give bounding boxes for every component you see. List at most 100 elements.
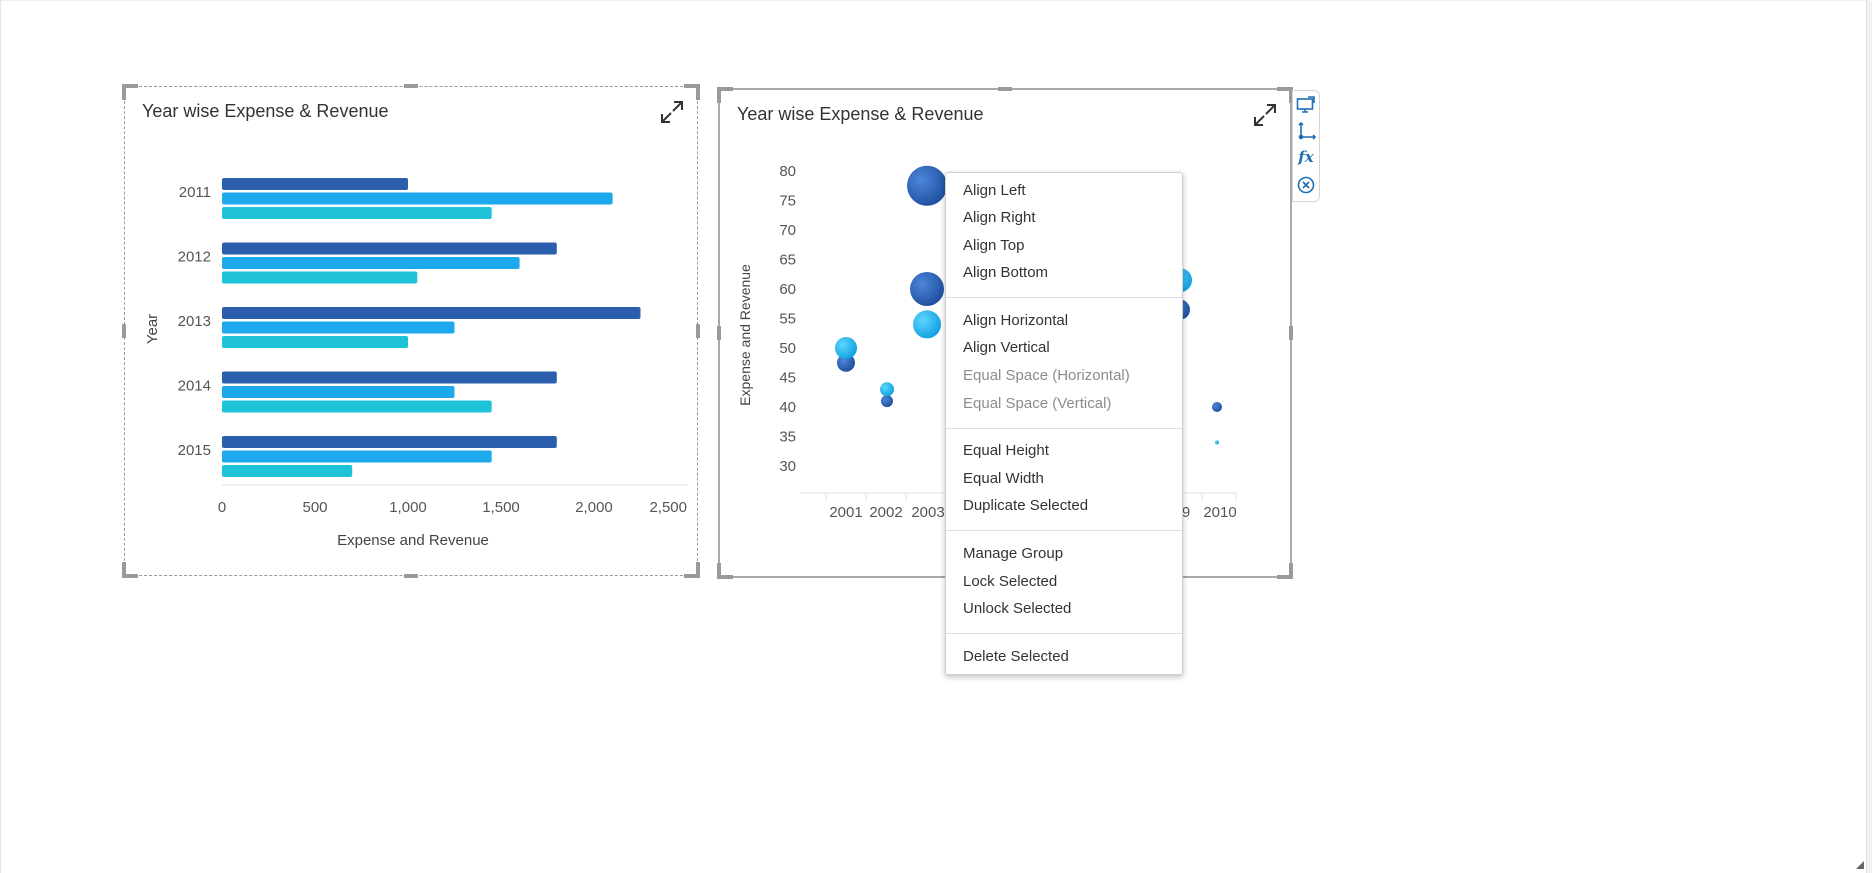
bubble (835, 337, 857, 359)
resize-handle-bottom-right[interactable] (684, 562, 700, 578)
resize-grip-icon[interactable] (1856, 861, 1864, 869)
bubble (1212, 402, 1222, 412)
bar (222, 321, 455, 334)
resize-handle-top[interactable] (998, 87, 1012, 91)
menu-item-align-right[interactable]: Align Right (963, 209, 1036, 226)
menu-item-align-bottom[interactable]: Align Bottom (963, 264, 1049, 281)
bar (222, 271, 418, 284)
y-tick-label: 55 (779, 311, 796, 328)
resize-handle-top-right[interactable] (684, 84, 700, 100)
x-tick-label: 1,000 (389, 499, 427, 516)
x-tick-label: 2,000 (575, 499, 613, 516)
y-tick-label: 45 (779, 370, 796, 387)
vertical-scrollbar[interactable] (1866, 0, 1872, 873)
menu-item-align-left[interactable]: Align Left (963, 182, 1026, 199)
close-circle-icon[interactable] (1296, 175, 1316, 195)
y-tick-label: 2011 (179, 184, 211, 201)
bar-chart: 2011 2012 2013 2014 2015 0 500 1,000 1,500 2,000 2… (144, 178, 687, 549)
bar (222, 192, 613, 205)
menu-item-equal-width[interactable]: Equal Width (963, 470, 1044, 487)
menu-item-unlock-selected[interactable]: Unlock Selected (963, 600, 1072, 617)
x-tick-label: 2001 (829, 504, 862, 521)
menu-separator (946, 633, 1182, 634)
x-tick-label: 1,500 (482, 499, 520, 516)
x-tick-label: 2003 (911, 504, 944, 521)
x-tick-label: 0 (218, 499, 226, 516)
menu-item-equal-height[interactable]: Equal Height (963, 442, 1049, 459)
widget-title: Year wise Expense & Revenue (737, 104, 984, 124)
menu-item-equal-space-horizontal: Equal Space (Horizontal) (963, 367, 1130, 384)
bubble (837, 353, 855, 372)
y-tick-label: 35 (779, 429, 796, 446)
menu-item-lock-selected[interactable]: Lock Selected (963, 573, 1058, 590)
axis-icon[interactable] (1296, 121, 1316, 141)
fx-icon[interactable]: fx (1296, 147, 1316, 167)
y-tick-label: 40 (779, 399, 796, 416)
bubble (881, 395, 893, 408)
x-tick-label: 2,500 (649, 499, 687, 516)
y-tick-label: 30 (779, 458, 796, 475)
bar (222, 257, 520, 269)
menu-separator (946, 428, 1182, 429)
x-tick-label: 500 (302, 499, 327, 516)
widget-toolbar: fx (1292, 90, 1320, 202)
bar-chart-widget[interactable]: Year wise Expense & Revenue 2011 2012 2013… (122, 84, 700, 578)
widget-title: Year wise Expense & Revenue (142, 101, 389, 121)
bar (222, 450, 492, 463)
y-tick-label: 2013 (178, 313, 211, 330)
bar (222, 307, 641, 319)
expand-icon[interactable] (659, 99, 685, 125)
menu-separator (946, 297, 1182, 298)
y-tick-label: 2014 (178, 378, 211, 395)
context-menu: Align Left Align Right Align Top Align B… (945, 172, 1183, 675)
resize-handle-top-right[interactable] (1277, 87, 1293, 103)
resize-handle-bottom-left[interactable] (717, 563, 733, 579)
y-tick-label: 75 (779, 193, 796, 210)
x-axis-title: Expense and Revenue (337, 532, 489, 549)
resize-handle-right[interactable] (1289, 326, 1293, 340)
menu-separator (946, 530, 1182, 531)
resize-handle-left[interactable] (717, 326, 721, 340)
bubble (910, 272, 944, 306)
y-tick-label: 80 (779, 163, 796, 180)
bar (222, 465, 353, 477)
menu-item-align-vertical[interactable]: Align Vertical (963, 339, 1050, 356)
y-axis-title: Year (144, 314, 161, 344)
y-tick-label: 2012 (178, 249, 211, 266)
bar (222, 336, 408, 348)
resize-handle-right[interactable] (696, 324, 700, 338)
y-axis-title: Expense and Revenue (737, 264, 753, 406)
y-tick-label: 65 (779, 252, 796, 269)
y-tick-label: 50 (779, 340, 796, 357)
bar (222, 400, 492, 413)
resize-handle-bottom-left[interactable] (122, 562, 138, 578)
fx-label: fx (1298, 148, 1314, 166)
resize-handle-bottom-right[interactable] (1277, 563, 1293, 579)
bubble (1215, 440, 1219, 445)
bar (222, 242, 557, 255)
resize-handle-top[interactable] (404, 84, 418, 88)
menu-item-align-top[interactable]: Align Top (963, 237, 1025, 254)
x-tick-label: 2002 (869, 504, 902, 521)
bar (222, 178, 408, 190)
resize-handle-left[interactable] (122, 324, 126, 338)
screen-settings-icon[interactable] (1296, 95, 1316, 115)
menu-item-duplicate-selected[interactable]: Duplicate Selected (963, 497, 1089, 514)
x-tick-label: 9 (1182, 504, 1190, 521)
x-tick-label: 2010 (1203, 504, 1236, 521)
resize-handle-top-left[interactable] (122, 84, 138, 100)
bar (222, 371, 557, 384)
resize-handle-top-left[interactable] (717, 87, 733, 103)
bubble (907, 165, 947, 206)
menu-item-equal-space-vertical: Equal Space (Vertical) (963, 395, 1112, 412)
y-tick-label: 70 (779, 222, 796, 239)
menu-item-delete-selected[interactable]: Delete Selected (963, 648, 1069, 665)
menu-item-manage-group[interactable]: Manage Group (963, 545, 1064, 562)
menu-item-align-horizontal[interactable]: Align Horizontal (963, 312, 1069, 329)
resize-handle-bottom[interactable] (404, 574, 418, 578)
bubble (913, 310, 941, 339)
bar (222, 207, 492, 219)
bubble (880, 382, 894, 397)
expand-icon[interactable] (1252, 102, 1278, 128)
